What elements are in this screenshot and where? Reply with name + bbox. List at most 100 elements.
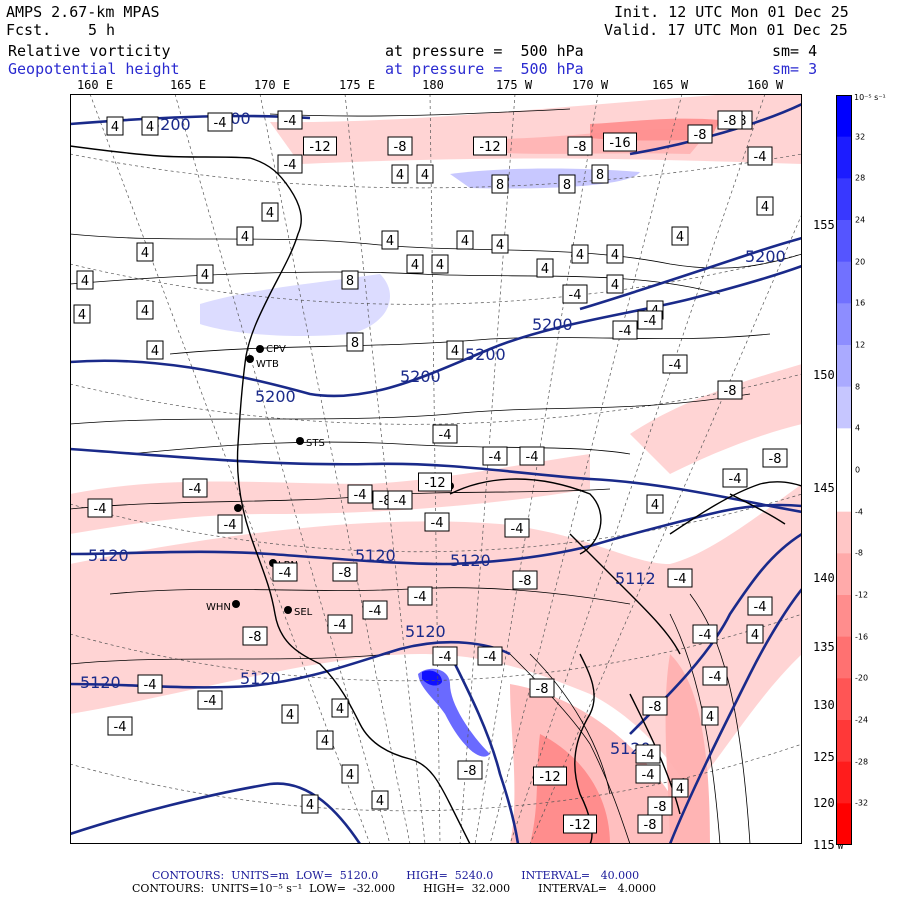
- colorbar-swatch: [836, 136, 852, 179]
- svg-text:4: 4: [201, 268, 209, 283]
- vorticity-label: 4: [73, 304, 91, 324]
- colorbar-swatch: [836, 428, 852, 471]
- vorticity-label: 4: [606, 244, 624, 264]
- svg-text:4: 4: [651, 498, 659, 513]
- vorticity-label: -4: [362, 600, 388, 620]
- height-label: 5120: [88, 546, 129, 565]
- latitude-label: 115 W: [813, 838, 844, 852]
- svg-text:-4: -4: [439, 428, 452, 443]
- station-label-sts: STS: [306, 438, 325, 449]
- vorticity-label: -8: [529, 678, 555, 698]
- vorticity-label: 4: [446, 340, 464, 360]
- svg-text:-4: -4: [214, 116, 227, 131]
- vorticity-label: -4: [477, 646, 503, 666]
- svg-text:4: 4: [386, 234, 394, 249]
- svg-text:-8: -8: [654, 800, 667, 815]
- svg-text:-16: -16: [609, 136, 630, 151]
- svg-text:-8: -8: [339, 566, 352, 581]
- svg-text:-4: -4: [619, 324, 632, 339]
- vorticity-label: -4: [327, 614, 353, 634]
- vorticity-label: 4: [536, 258, 554, 278]
- station-sel: [284, 606, 292, 614]
- vorticity-label: 4: [141, 116, 159, 136]
- svg-text:-8: -8: [464, 764, 477, 779]
- colorbar-swatch: [836, 95, 852, 138]
- colorbar-frame: [836, 95, 852, 845]
- vort-band-central: [70, 484, 802, 794]
- colorbar-swatch: [836, 303, 852, 346]
- svg-text:8: 8: [346, 274, 354, 289]
- vorticity-label: 4: [456, 230, 474, 250]
- svg-text:-4: -4: [526, 450, 539, 465]
- svg-text:-4: -4: [669, 358, 682, 373]
- colorbar-label: 8: [855, 382, 861, 392]
- longitude-label: 160 E: [76, 78, 114, 92]
- svg-text:-12: -12: [539, 770, 560, 785]
- vorticity-label: 4: [391, 164, 409, 184]
- station-label-wtb: WTB: [256, 359, 279, 370]
- svg-text:-4: -4: [144, 678, 157, 693]
- vort-band-west: [70, 454, 590, 534]
- longitude-label: 180: [422, 78, 444, 92]
- colorbar-label: 4: [855, 423, 861, 433]
- longitude-label: 175 E: [338, 78, 376, 92]
- svg-text:8: 8: [563, 178, 571, 193]
- svg-text:-4: -4: [439, 650, 452, 665]
- colorbar-swatch: [836, 553, 852, 596]
- vorticity-label: 4: [301, 794, 319, 814]
- vorticity-label: -4: [747, 596, 773, 616]
- svg-text:-4: -4: [354, 488, 367, 503]
- vorticity-label: -4: [387, 490, 413, 510]
- svg-text:4: 4: [496, 238, 504, 253]
- svg-text:-4: -4: [569, 288, 582, 303]
- colorbar-label: -8: [855, 548, 863, 558]
- svg-text:4: 4: [241, 230, 249, 245]
- vorticity-label: 4: [136, 242, 154, 262]
- svg-text:-8: -8: [694, 128, 707, 143]
- svg-text:-4: -4: [284, 158, 297, 173]
- longitude-label: 165 W: [651, 78, 689, 92]
- height-label: 5200: [745, 247, 786, 266]
- colorbar-label: -28: [855, 757, 869, 767]
- svg-text:4: 4: [336, 702, 344, 717]
- vorticity-label: -8: [457, 760, 483, 780]
- vorticity-label: -8: [387, 136, 413, 156]
- vorticity-label: -4: [182, 478, 208, 498]
- station-ldm: [234, 504, 242, 512]
- svg-text:4: 4: [346, 768, 354, 783]
- svg-text:4: 4: [306, 798, 314, 813]
- svg-text:-4: -4: [674, 572, 687, 587]
- field-vorticity: Relative vorticity: [8, 42, 171, 60]
- vorticity-label: -4: [107, 716, 133, 736]
- colorbar-label: 20: [855, 257, 866, 267]
- svg-text:4: 4: [78, 308, 86, 323]
- weather-map: CPV WTB STS LBN SEL WHN 5200 5200 5200 5…: [70, 94, 802, 844]
- svg-text:-8: -8: [649, 700, 662, 715]
- longitude-label: 165 E: [169, 78, 207, 92]
- vorticity-label: 4: [281, 704, 299, 724]
- svg-text:-12: -12: [309, 140, 330, 155]
- svg-text:-8: -8: [394, 140, 407, 155]
- svg-text:-4: -4: [189, 482, 202, 497]
- colorbar-label: -16: [855, 632, 869, 642]
- colorbar-swatch: [836, 470, 852, 513]
- svg-text:-12: -12: [569, 818, 590, 833]
- vorticity-label: -4: [207, 112, 233, 132]
- svg-text:4: 4: [111, 120, 119, 135]
- svg-text:-4: -4: [94, 502, 107, 517]
- height-label: 5120: [355, 546, 396, 565]
- colorbar-label: 0: [855, 465, 861, 475]
- svg-text:-4: -4: [334, 618, 347, 633]
- vorticity-label: -8: [637, 814, 663, 834]
- vorticity-label: -12: [563, 814, 597, 834]
- svg-text:-4: -4: [709, 670, 722, 685]
- vorticity-label: 8: [491, 174, 509, 194]
- longitude-label: 175 W: [495, 78, 533, 92]
- svg-text:-4: -4: [754, 600, 767, 615]
- height-label: 5120: [450, 551, 491, 570]
- vorticity-label: -8: [642, 696, 668, 716]
- vorticity-label: -8: [512, 570, 538, 590]
- colorbar-label: 32: [855, 132, 866, 142]
- vorticity-label: 4: [76, 270, 94, 290]
- station-label-cpv: CPV: [266, 344, 286, 355]
